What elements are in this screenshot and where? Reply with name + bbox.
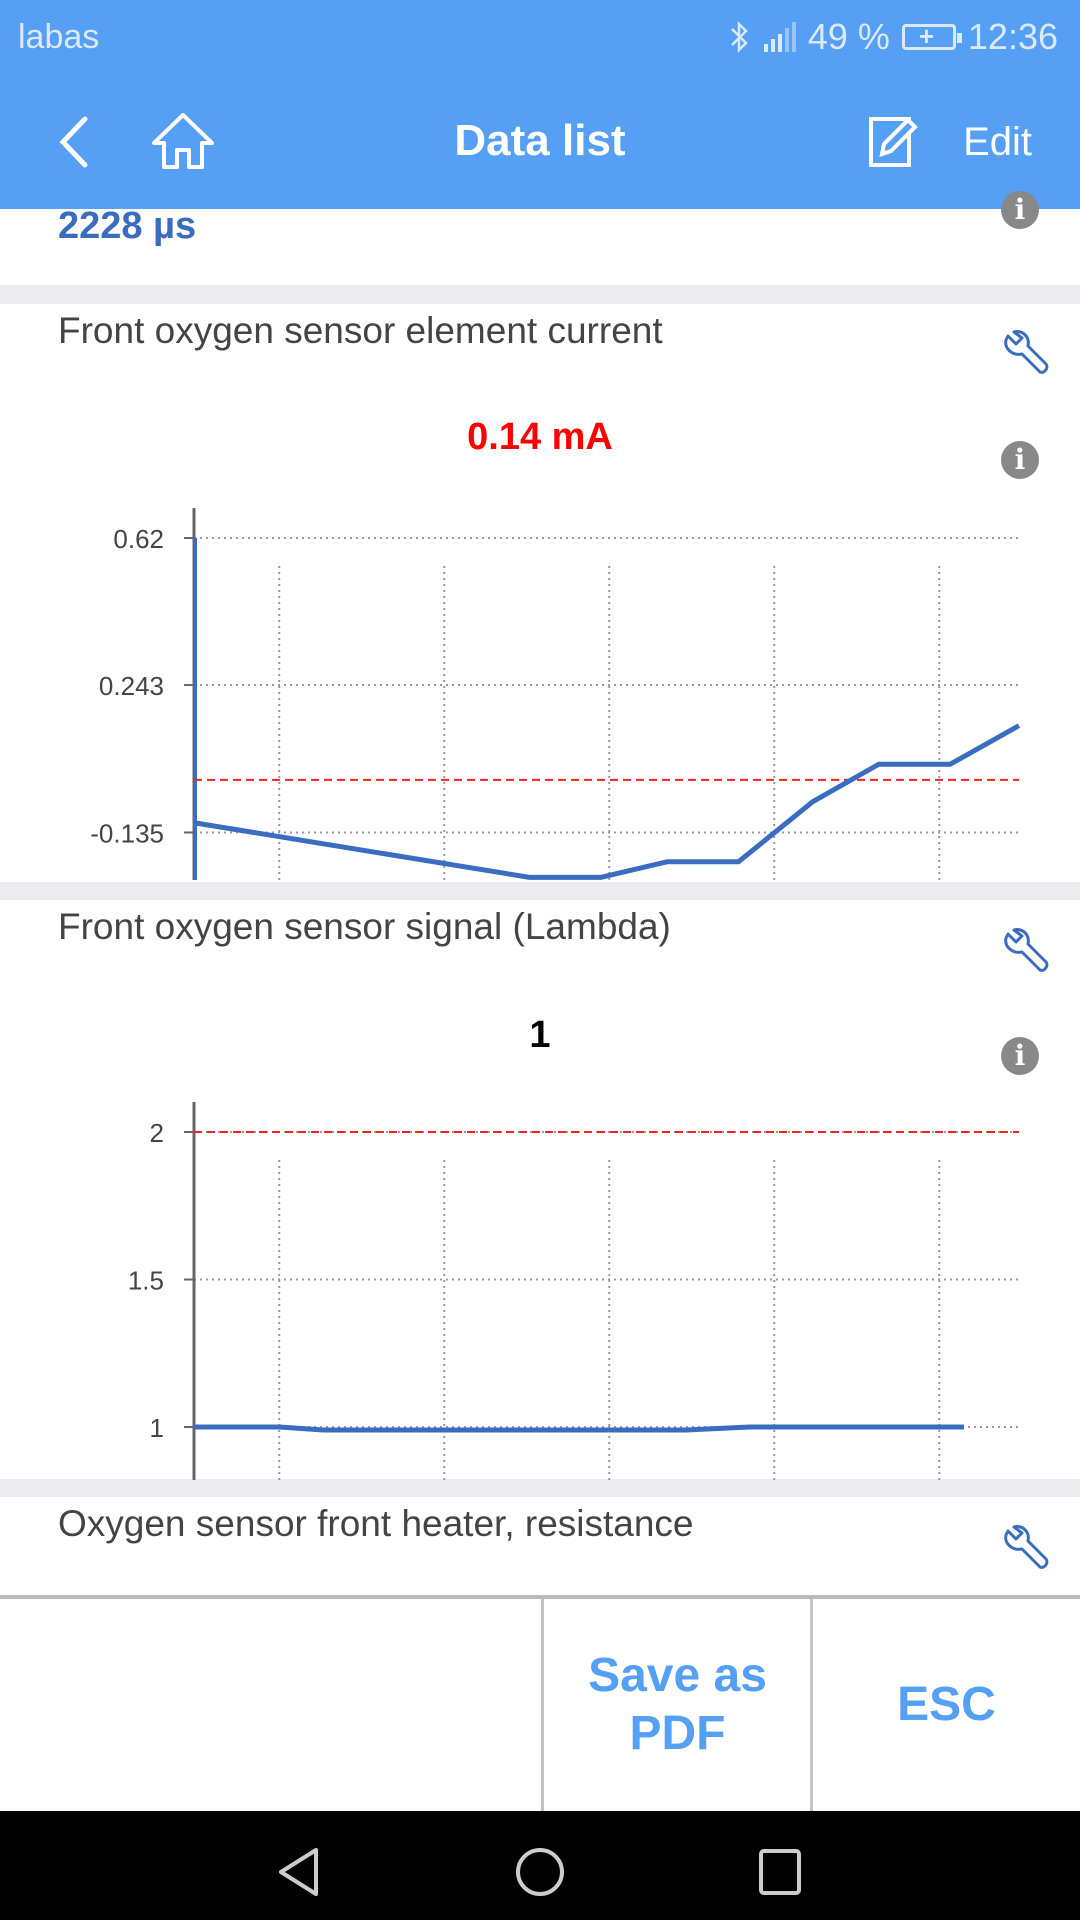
series-line: [194, 1424, 964, 1433]
lambda-signal-chart: 21.510.5001:2501:2601:2701:2801:29: [128, 1102, 1019, 1480]
y-tick-label: 1.5: [128, 1266, 164, 1296]
nav-home-icon[interactable]: [514, 1846, 566, 1898]
partial-data-item: 2228 µs i: [0, 191, 1080, 285]
element-current-chart: 0.620.243-0.135-0.512-0.8901:2501:2601:2…: [90, 508, 1021, 880]
app-bar: labas 49 % + 12:36 Data list Edit: [0, 0, 1080, 209]
back-icon[interactable]: [55, 116, 95, 168]
data-item-lambda-signal: Front oxygen sensor signal (Lambda) 1 i: [0, 900, 1080, 1479]
wrench-icon[interactable]: [1000, 330, 1050, 380]
y-tick-label: 0.62: [113, 524, 164, 554]
esc-button[interactable]: ESC: [810, 1599, 1080, 1811]
home-icon[interactable]: [150, 112, 216, 170]
bluetooth-icon: [730, 20, 748, 54]
nav-back-icon[interactable]: [276, 1847, 322, 1897]
y-tick-label: 2: [150, 1118, 164, 1148]
signal-icon: [763, 22, 796, 52]
status-icons: 49 % + 12:36: [728, 16, 1058, 58]
bottom-action-bar: Save as PDF ESC: [0, 1595, 1080, 1811]
info-icon[interactable]: i: [1001, 441, 1039, 479]
item-title: Front oxygen sensor signal (Lambda): [58, 906, 671, 947]
item-value: 1: [529, 1014, 551, 1056]
system-nav-bar: [0, 1811, 1080, 1920]
nav-recents-icon[interactable]: [757, 1847, 803, 1897]
info-icon[interactable]: i: [1001, 191, 1039, 229]
edit-icon[interactable]: [868, 116, 918, 168]
y-tick-label: 0.243: [99, 671, 164, 701]
carrier-name: labas: [18, 18, 100, 56]
save-as-pdf-button[interactable]: Save as PDF: [541, 1599, 811, 1811]
y-tick-label: -0.135: [90, 819, 164, 849]
wrench-icon[interactable]: [1000, 928, 1050, 978]
info-icon[interactable]: i: [1001, 1037, 1039, 1075]
wrench-icon[interactable]: [1000, 1525, 1050, 1575]
battery-percent: 49 %: [807, 16, 890, 57]
partial-item-value: 2228 µs: [58, 205, 197, 247]
data-item-element-current: Front oxygen sensor element current 0.14…: [0, 304, 1080, 882]
item-value: 0.14 mA: [467, 416, 613, 458]
data-item-heater-resistance: Oxygen sensor front heater, resistance: [0, 1497, 1080, 1597]
page-title: Data list: [454, 116, 626, 165]
item-title: Front oxygen sensor element current: [58, 310, 663, 351]
series-line: [193, 723, 1021, 880]
clock: 12:36: [967, 16, 1058, 57]
battery-charging-icon: +: [901, 21, 962, 51]
edit-button[interactable]: Edit: [963, 120, 1032, 164]
y-tick-label: 1: [150, 1413, 164, 1443]
item-title: Oxygen sensor front heater, resistance: [58, 1503, 694, 1544]
